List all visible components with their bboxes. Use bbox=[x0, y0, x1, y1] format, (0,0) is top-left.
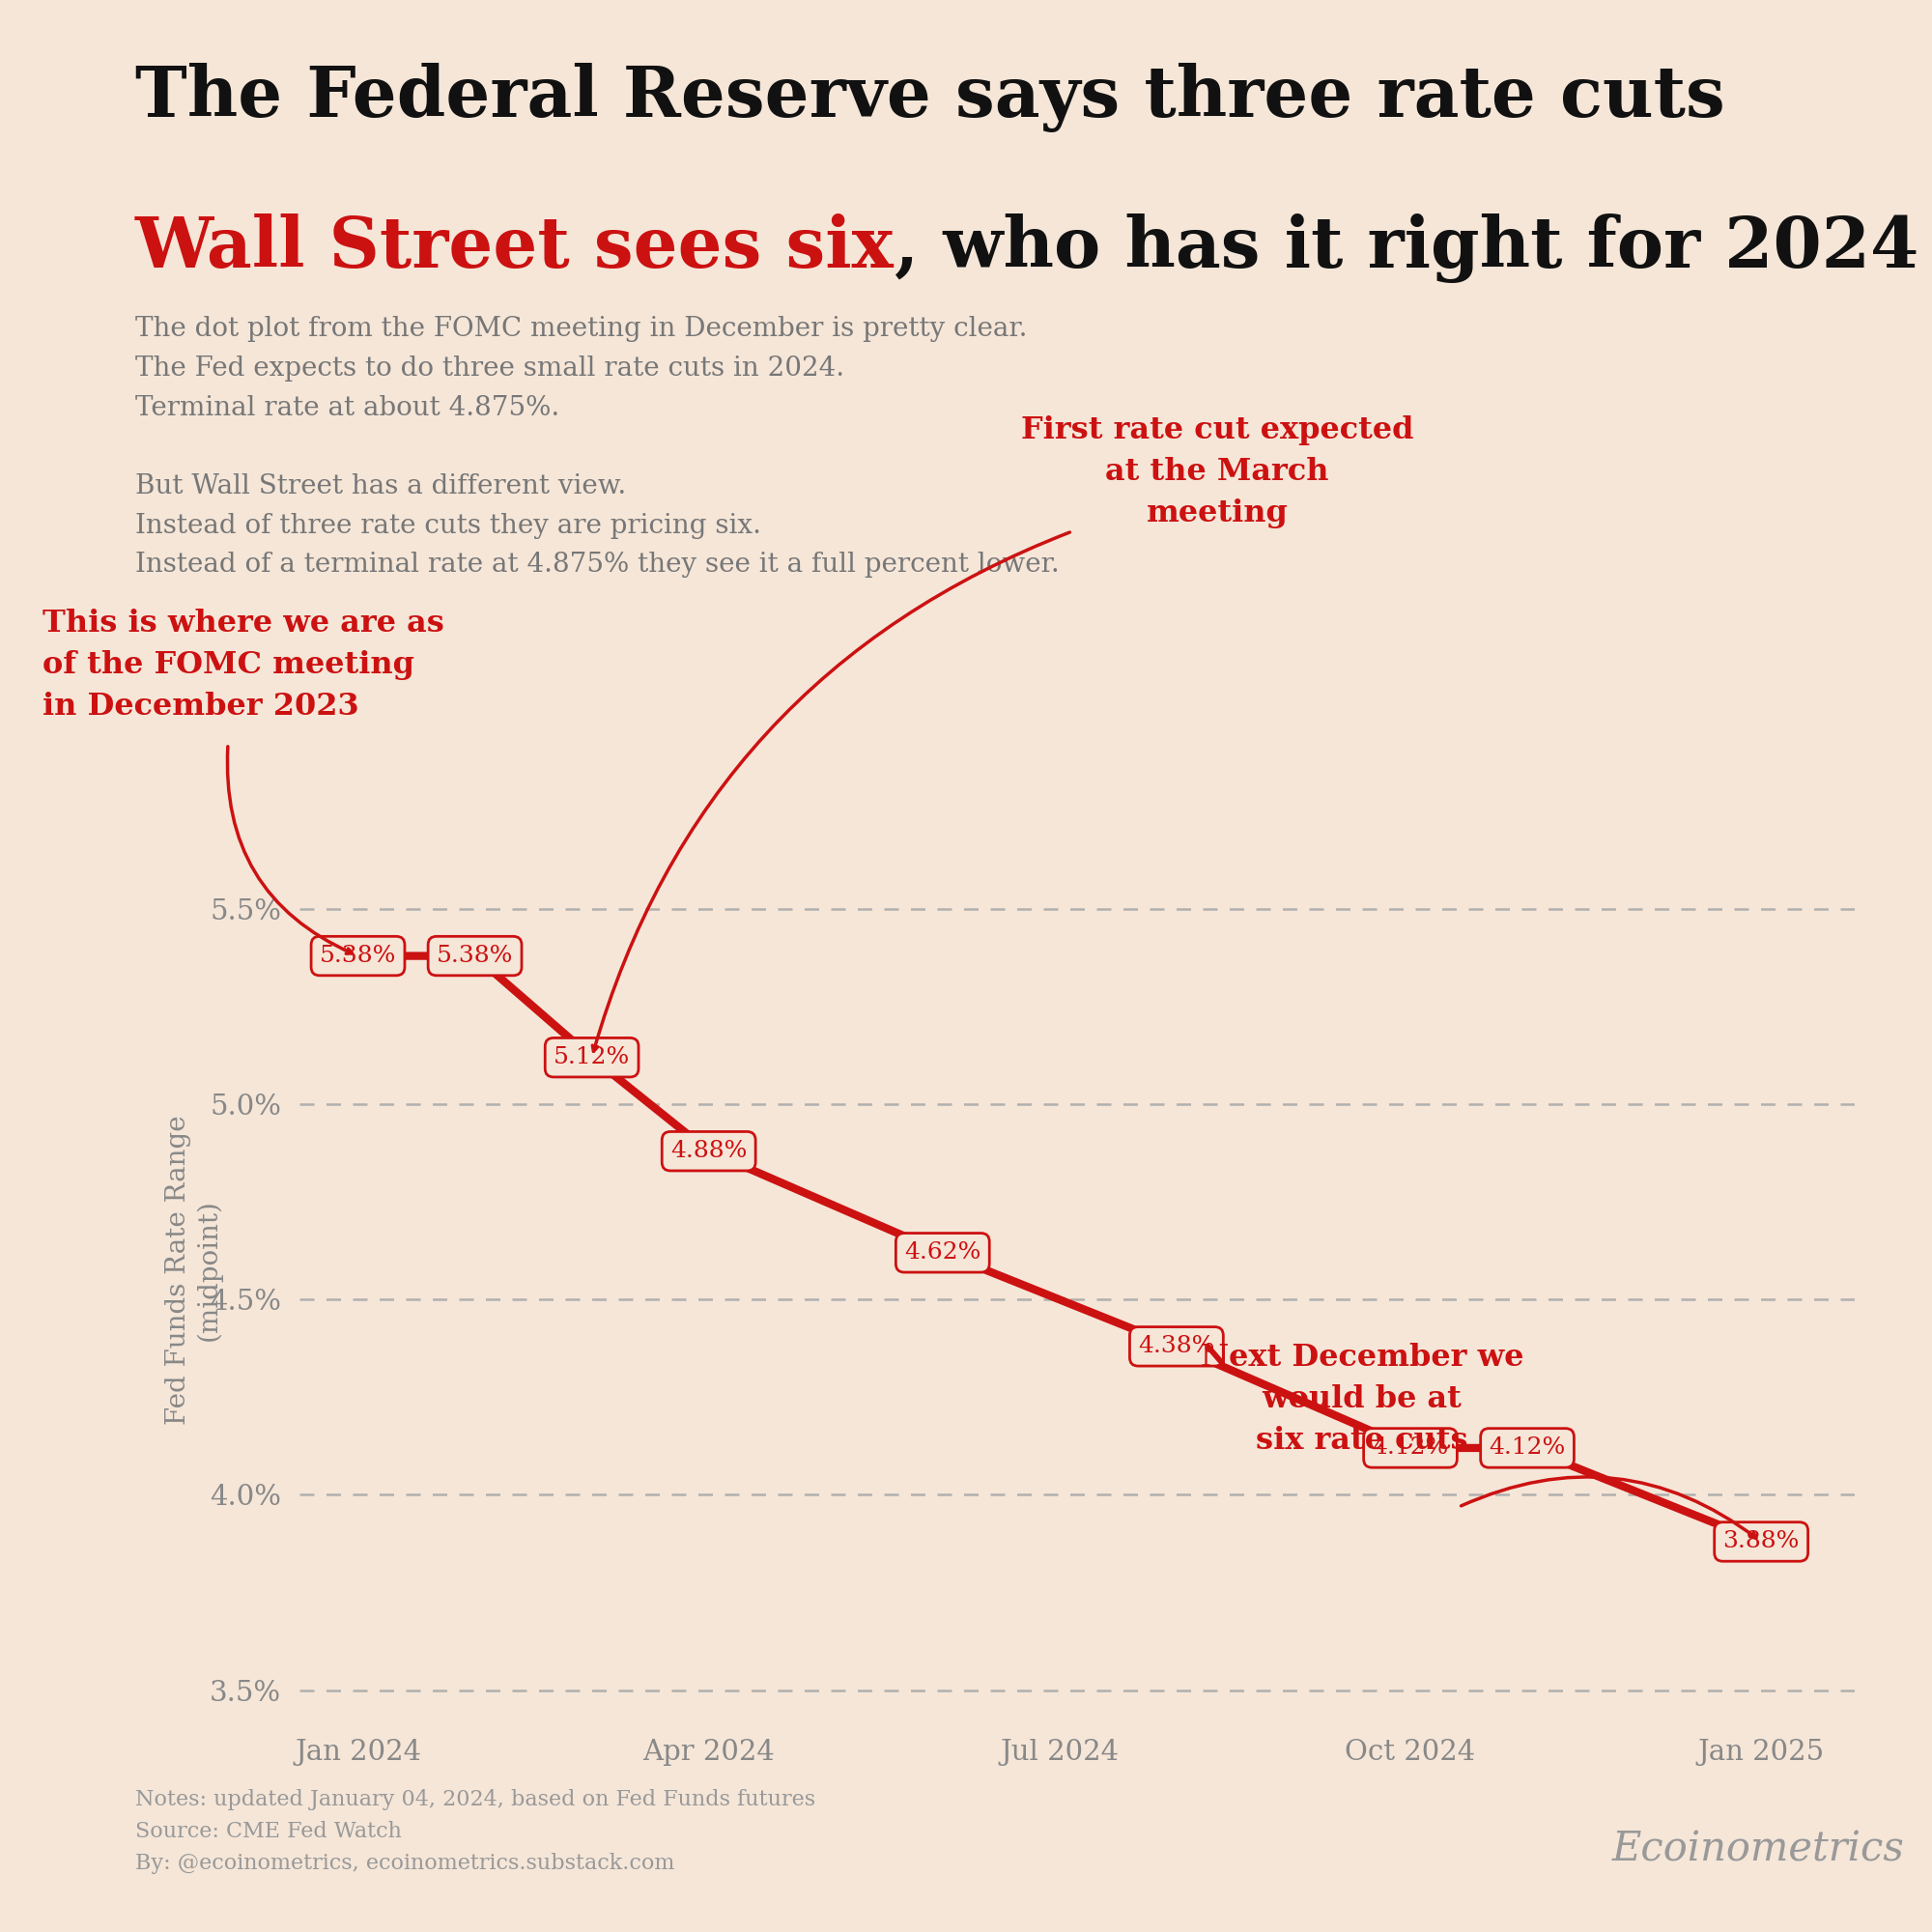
Text: , who has it right for 2024: , who has it right for 2024 bbox=[895, 214, 1918, 284]
Text: 5.38%: 5.38% bbox=[437, 945, 514, 968]
Text: Notes: updated January 04, 2024, based on Fed Funds futures
Source: CME Fed Watc: Notes: updated January 04, 2024, based o… bbox=[135, 1789, 815, 1874]
Text: 5.12%: 5.12% bbox=[554, 1047, 630, 1068]
Text: 4.12%: 4.12% bbox=[1372, 1437, 1449, 1459]
Text: Ecoinometrics: Ecoinometrics bbox=[1611, 1830, 1905, 1870]
Text: First rate cut expected
at the March
meeting: First rate cut expected at the March mee… bbox=[1020, 415, 1414, 527]
Text: 3.88%: 3.88% bbox=[1723, 1530, 1799, 1553]
Y-axis label: Fed Funds Rate Range
(midpoint): Fed Funds Rate Range (midpoint) bbox=[166, 1115, 222, 1426]
Text: Next December we
would be at
six rate cuts: Next December we would be at six rate cu… bbox=[1200, 1343, 1524, 1457]
Text: The Federal Reserve says three rate cuts: The Federal Reserve says three rate cuts bbox=[135, 64, 1725, 133]
Text: 4.62%: 4.62% bbox=[904, 1242, 981, 1264]
Text: 4.38%: 4.38% bbox=[1138, 1335, 1215, 1358]
Text: Wall Street sees six: Wall Street sees six bbox=[135, 214, 895, 282]
Text: This is where we are as
of the FOMC meeting
in December 2023: This is where we are as of the FOMC meet… bbox=[43, 609, 444, 721]
Text: 4.88%: 4.88% bbox=[670, 1140, 748, 1163]
Text: 4.12%: 4.12% bbox=[1490, 1437, 1565, 1459]
Text: 5.38%: 5.38% bbox=[319, 945, 396, 968]
Text: The dot plot from the FOMC meeting in December is pretty clear.
The Fed expects : The dot plot from the FOMC meeting in De… bbox=[135, 317, 1059, 578]
